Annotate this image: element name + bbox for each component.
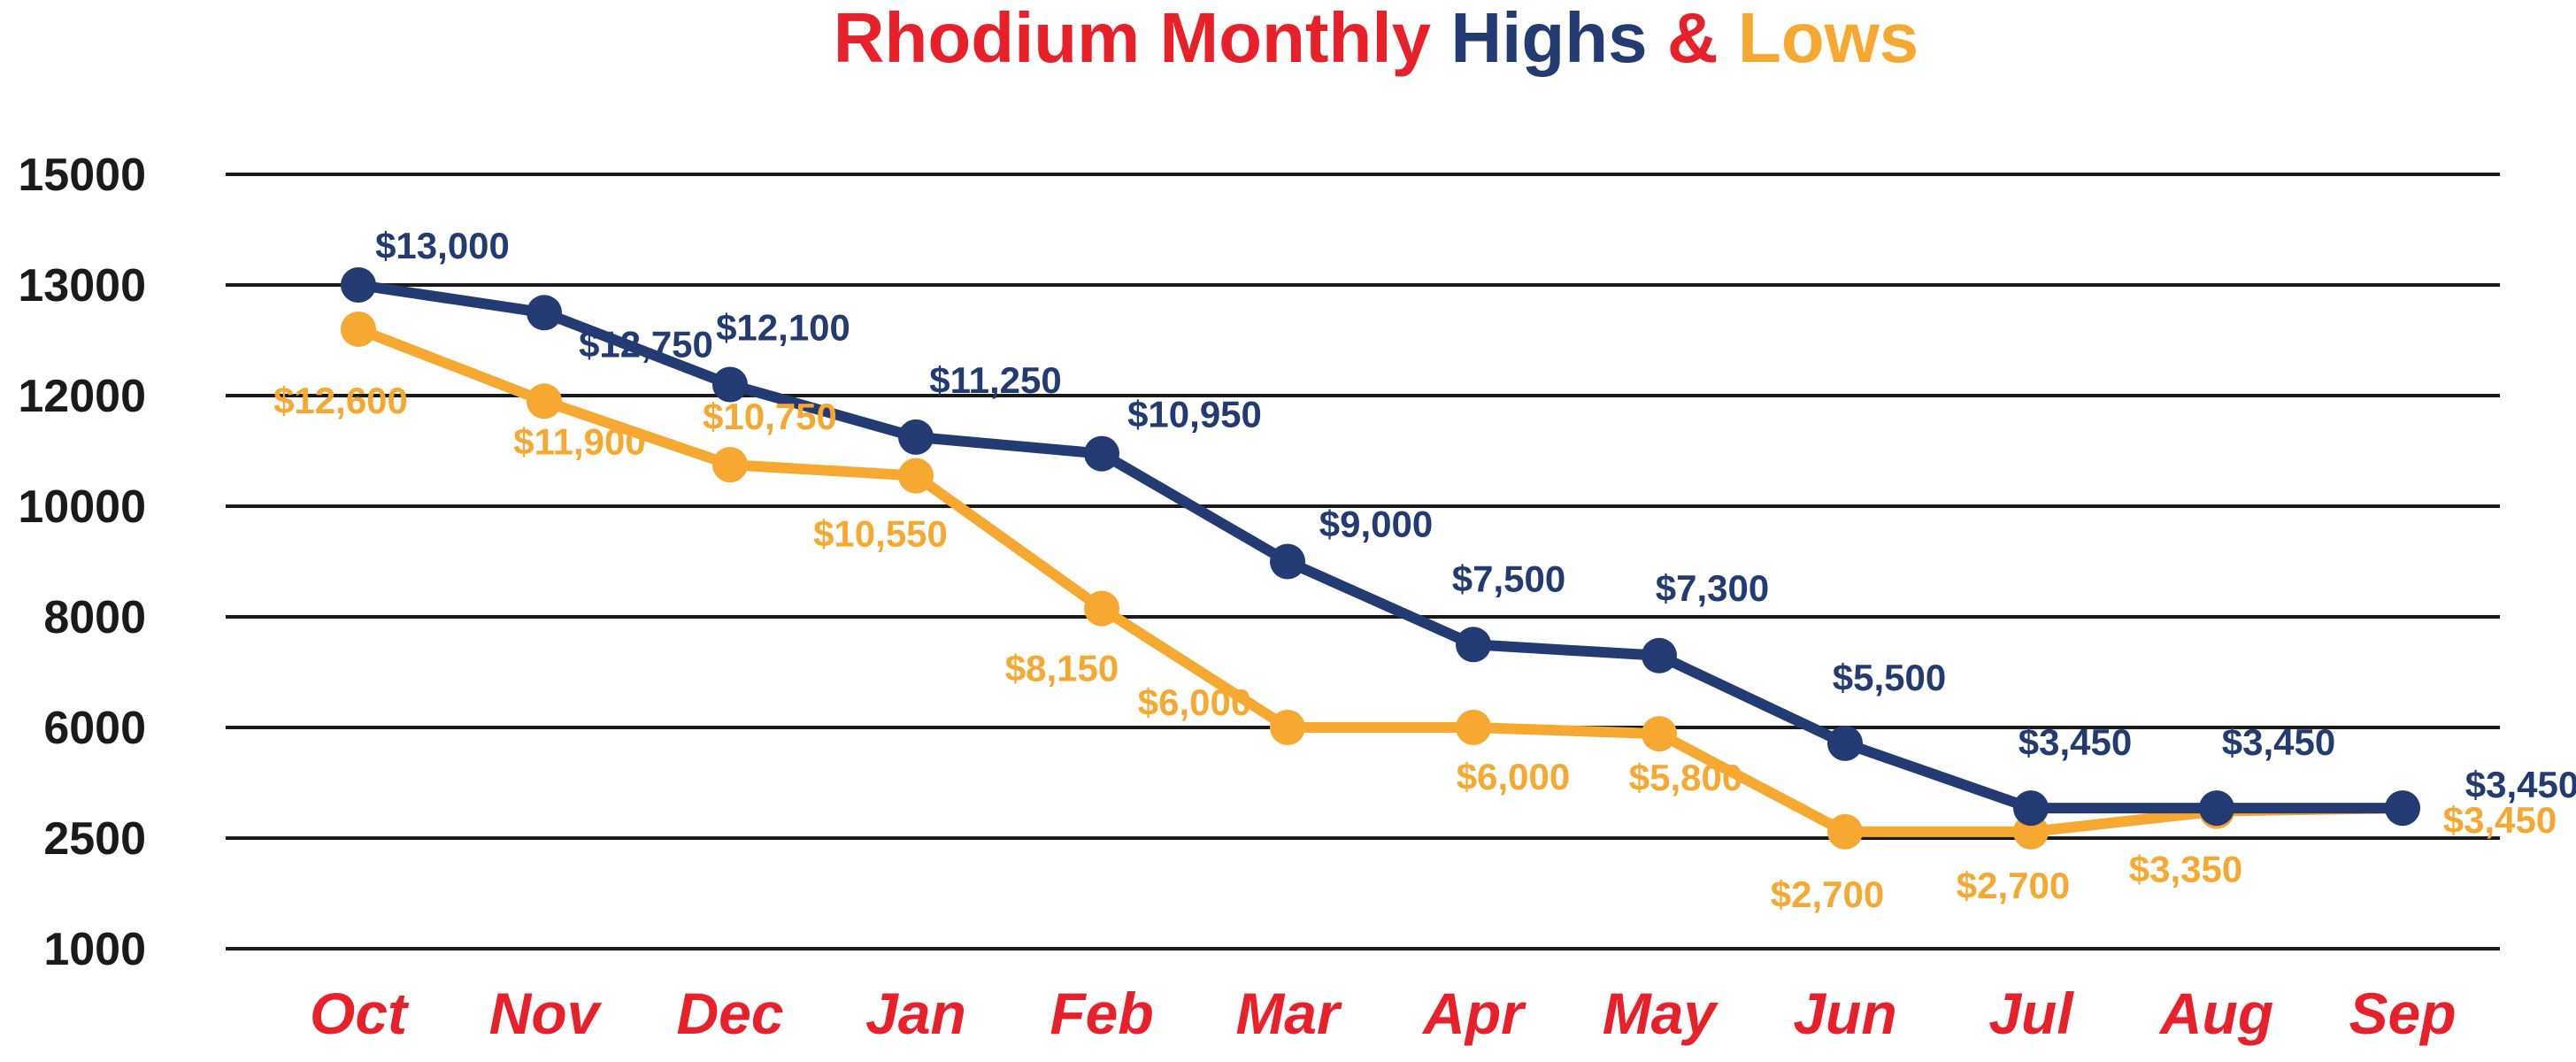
data-label-lows: $10,750 — [703, 396, 837, 437]
series-line — [353, 324, 2408, 837]
gridlines — [226, 173, 2500, 950]
y-tick-label: 2500 — [43, 813, 146, 865]
data-label-lows: $5,800 — [1629, 757, 1742, 798]
title-part-3: Lows — [1738, 0, 1919, 77]
title-part-1: Highs — [1450, 0, 1647, 77]
chart-title: Rhodium Monthly Highs & Lows — [834, 0, 1919, 77]
series-highs — [341, 267, 2420, 827]
data-label-highs: $3,450 — [2222, 721, 2335, 763]
x-tick-label: Mar — [1235, 981, 1342, 1046]
data-point — [1270, 710, 1305, 745]
x-tick-label: Oct — [310, 981, 410, 1046]
data-point — [527, 383, 562, 419]
title-part-2: & — [1648, 0, 1738, 77]
data-label-highs: $13,000 — [375, 225, 510, 266]
data-label-highs: $10,950 — [1127, 394, 1262, 435]
data-point — [1827, 725, 1863, 761]
x-tick-label: Nov — [489, 981, 603, 1046]
y-tick-label: 15000 — [18, 150, 146, 201]
x-tick-label: Jun — [1793, 981, 1896, 1046]
data-point — [2199, 790, 2234, 827]
data-label-highs: $7,300 — [1656, 567, 1769, 609]
y-axis-ticks: 15000 13000 12000 10000 8000 6000 2500 1000 — [18, 150, 146, 975]
data-point — [1456, 627, 1491, 663]
data-point — [2013, 790, 2049, 827]
series-layer — [341, 267, 2420, 850]
data-point — [712, 447, 748, 483]
data-label-lows: $10,550 — [813, 513, 948, 555]
data-point — [527, 295, 562, 331]
title-part-0: Rhodium Monthly — [834, 0, 1451, 77]
data-label-lows: $2,700 — [1771, 873, 1884, 915]
x-tick-label: Aug — [2158, 981, 2273, 1046]
data-label-highs: $11,250 — [929, 359, 1062, 401]
data-label-highs: $3,450 — [2019, 721, 2132, 763]
y-tick-label: 10000 — [18, 481, 146, 533]
data-label-lows: $8,150 — [1005, 648, 1119, 689]
x-tick-label: Apr — [1421, 981, 1526, 1046]
data-point — [1642, 716, 1677, 752]
data-label-highs: $12,100 — [716, 307, 850, 349]
data-label-highs: $9,000 — [1319, 504, 1433, 545]
series-lows — [341, 312, 2420, 850]
x-tick-label: Feb — [1050, 981, 1153, 1046]
data-point — [341, 267, 376, 303]
data-labels: $13,000 $12,750 $12,100 $11,250 $10,950 $9,00… — [273, 225, 2576, 915]
data-point — [1456, 710, 1491, 745]
data-label-lows: $6,000 — [1138, 681, 1251, 723]
data-point — [1642, 637, 1677, 673]
data-label-lows: $3,350 — [2129, 849, 2242, 890]
data-point — [1084, 435, 1119, 472]
data-label-lows: $12,600 — [273, 380, 408, 421]
x-tick-label: May — [1603, 981, 1719, 1046]
y-tick-label: 13000 — [18, 260, 146, 312]
x-tick-label: Sep — [2349, 981, 2456, 1046]
y-tick-label: 6000 — [43, 703, 146, 754]
x-axis-ticks: Oct Nov Dec Jan Feb Mar Apr May Jun Jul Aug Sep — [310, 981, 2457, 1046]
data-point — [2385, 790, 2420, 827]
data-label-lows: $2,700 — [1957, 865, 2070, 906]
data-point — [1827, 813, 1863, 850]
series-line — [353, 280, 2408, 814]
y-tick-label: 8000 — [43, 592, 146, 643]
y-tick-label: 12000 — [18, 371, 146, 422]
data-label-highs: $7,500 — [1452, 558, 1565, 599]
data-label-highs: $12,750 — [579, 323, 713, 365]
y-tick-label: 1000 — [43, 924, 146, 975]
data-point — [1084, 590, 1119, 627]
data-label-lows: $3,450 — [2443, 799, 2557, 841]
x-tick-label: Dec — [676, 981, 783, 1046]
data-point — [341, 312, 376, 347]
data-label-lows: $6,000 — [1457, 756, 1570, 797]
data-label-lows: $11,900 — [513, 420, 646, 462]
data-label-highs: $5,500 — [1833, 657, 1946, 698]
x-tick-label: Jul — [1988, 981, 2074, 1046]
data-point — [898, 419, 934, 455]
data-point — [1270, 543, 1305, 580]
x-tick-label: Jan — [865, 981, 966, 1046]
data-point — [898, 458, 934, 494]
data-point — [712, 366, 748, 403]
data-label-highs: $3,450 — [2465, 764, 2576, 805]
